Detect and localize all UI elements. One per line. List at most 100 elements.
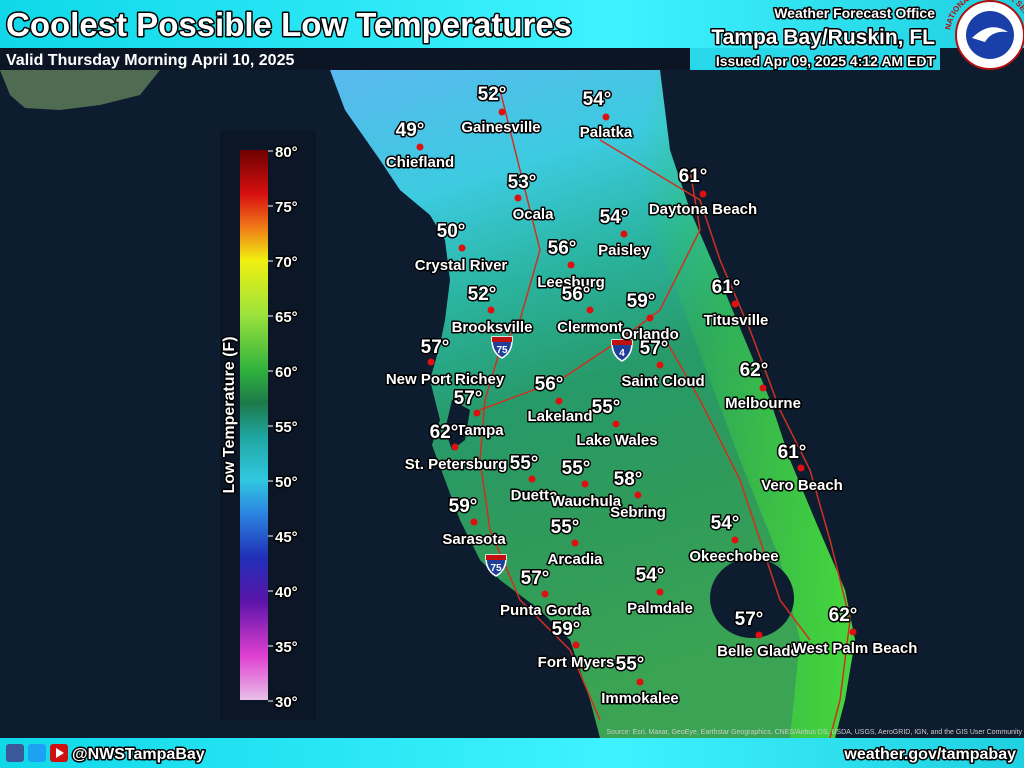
- temperature: 61°: [712, 277, 741, 298]
- issued-bar: [690, 48, 940, 70]
- city-dot: [731, 536, 739, 544]
- tick-label: 45°: [275, 529, 298, 546]
- tick-label: 50°: [275, 474, 298, 491]
- city-name: Lake Wales: [576, 432, 657, 449]
- shield: [491, 336, 513, 359]
- shield-top: [612, 340, 632, 345]
- temperature: 54°: [636, 565, 665, 586]
- tick-label: 65°: [275, 309, 298, 326]
- color-bar: [240, 150, 268, 700]
- temperature: 61°: [679, 166, 708, 187]
- temperature: 58°: [614, 469, 643, 490]
- city-name: St. Petersburg: [405, 456, 508, 473]
- temperature: 49°: [396, 120, 425, 141]
- city-name: Wauchula: [551, 493, 622, 510]
- city-dot: [620, 230, 628, 238]
- shield-number: 4: [619, 348, 625, 359]
- tampa-bay: [445, 400, 470, 450]
- city-name: Tampa: [456, 422, 504, 439]
- temperature: 56°: [548, 238, 577, 259]
- city-name: Belle Glade: [717, 643, 799, 660]
- valid-bar: [0, 48, 690, 70]
- temperature: 52°: [468, 284, 497, 305]
- coastal-band: [640, 70, 855, 738]
- city-dot: [416, 143, 424, 151]
- facebook-icon[interactable]: [6, 744, 24, 762]
- temperature: 54°: [583, 89, 612, 110]
- temperature: 61°: [778, 442, 807, 463]
- nws-logo: NATIONAL WEATHER SERVICE: [943, 0, 1024, 70]
- temperature: 57°: [640, 338, 669, 359]
- city-dot: [656, 361, 664, 369]
- city-name: Palmdale: [627, 600, 693, 617]
- tick-label: 35°: [275, 639, 298, 656]
- city-dot: [797, 464, 805, 472]
- issued: Issued Apr 09, 2025 4:12 AM EDT: [716, 53, 936, 69]
- temperature: 54°: [600, 207, 629, 228]
- valid-time: Valid Thursday Morning April 10, 2025: [6, 52, 294, 69]
- city-name: Clermont: [557, 319, 623, 336]
- city-name: Melbourne: [725, 395, 801, 412]
- temperature: 55°: [592, 397, 621, 418]
- city-dot: [514, 194, 522, 202]
- website[interactable]: weather.gov/tampabay: [842, 745, 1018, 765]
- city-dot: [759, 384, 767, 392]
- roads: [479, 89, 851, 739]
- temperature: 62°: [430, 422, 459, 443]
- city-name: Orlando: [621, 326, 679, 343]
- city-dot: [612, 420, 620, 428]
- city-name: Duette: [511, 487, 558, 504]
- legend-title: Low Temperature (F): [221, 336, 238, 493]
- temperature: 55°: [551, 517, 580, 538]
- city-name: Daytona Beach: [649, 201, 757, 218]
- temperature: 52°: [478, 84, 507, 105]
- temperature: 50°: [437, 221, 466, 242]
- city-name: Brooksville: [452, 319, 533, 336]
- tick-label: 80°: [275, 144, 298, 161]
- city-dot: [581, 480, 589, 488]
- tick-label: 40°: [275, 584, 298, 601]
- temperature: 57°: [521, 568, 550, 589]
- tick-label: 55°: [275, 419, 298, 436]
- city-dot: [571, 539, 579, 547]
- city-dot: [634, 491, 642, 499]
- city-name: Okeechobee: [689, 548, 778, 565]
- city-name: Gainesville: [461, 119, 540, 136]
- temperature: 54°: [711, 513, 740, 534]
- city-dot: [427, 358, 435, 366]
- city-dot: [541, 590, 549, 598]
- temperature: 59°: [449, 496, 478, 517]
- city-name: Arcadia: [547, 551, 603, 568]
- city-dot: [586, 306, 594, 314]
- temperature: 56°: [535, 374, 564, 395]
- temperature: 55°: [562, 458, 591, 479]
- header-bar: [0, 0, 1024, 48]
- city-dot: [699, 190, 707, 198]
- city-dot: [646, 314, 654, 322]
- city-name: Leesburg: [537, 274, 605, 291]
- city-dot: [755, 631, 763, 639]
- cities: 52° Gainesville 54° Palatka 49° Chiefland 53° O…: [384, 83, 919, 709]
- city-name: Saint Cloud: [621, 373, 704, 390]
- city-dot: [451, 443, 459, 451]
- city-dot: [528, 475, 536, 483]
- city-name: Punta Gorda: [500, 602, 591, 619]
- handle[interactable]: @NWSTampaBay: [71, 745, 207, 765]
- city-name: New Port Richey: [386, 371, 505, 388]
- city-name: Crystal River: [415, 257, 508, 274]
- city-dot: [473, 409, 481, 417]
- tick-label: 75°: [275, 199, 298, 216]
- city-dot: [636, 678, 644, 686]
- shield-top: [486, 555, 506, 560]
- temperature: 53°: [508, 172, 537, 193]
- temperature: 55°: [616, 654, 645, 675]
- panhandle: [0, 70, 160, 110]
- city-name: Immokalee: [601, 690, 679, 707]
- twitter-icon[interactable]: [28, 744, 46, 762]
- city-dot: [487, 306, 495, 314]
- temperature: 57°: [735, 609, 764, 630]
- city-dot: [602, 113, 610, 121]
- city-name: Chiefland: [386, 154, 454, 171]
